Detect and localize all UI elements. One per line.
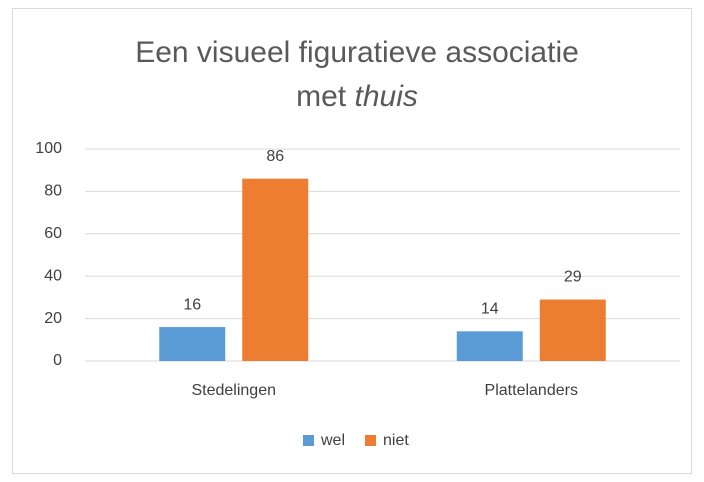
legend-swatch xyxy=(365,435,377,446)
data-label: 86 xyxy=(266,148,284,165)
data-label: 14 xyxy=(481,301,499,318)
bar xyxy=(456,331,523,361)
y-tick-label: 0 xyxy=(53,352,62,369)
y-tick-label: 20 xyxy=(44,310,62,327)
y-tick-label: 60 xyxy=(44,225,62,242)
chart-frame xyxy=(12,8,692,474)
x-tick-label: Plattelanders xyxy=(485,382,578,399)
bar xyxy=(242,178,309,361)
bar xyxy=(539,299,606,361)
legend-swatch xyxy=(303,435,314,446)
bar xyxy=(159,327,226,361)
y-tick-label: 100 xyxy=(35,140,62,157)
legend-label: niet xyxy=(383,432,409,449)
chart-title-line: met thuis xyxy=(296,80,418,113)
chart-title-emphasis: thuis xyxy=(354,80,417,113)
chart-title: Een visueel figuratieve associatie xyxy=(135,36,579,69)
y-tick-label: 40 xyxy=(44,267,62,284)
chart-title-part: met xyxy=(296,80,347,113)
y-tick-label: 80 xyxy=(44,183,62,200)
legend-label: wel xyxy=(320,432,345,449)
data-label: 29 xyxy=(564,269,582,286)
x-tick-label: Stedelingen xyxy=(191,382,276,399)
data-label: 16 xyxy=(183,296,201,313)
